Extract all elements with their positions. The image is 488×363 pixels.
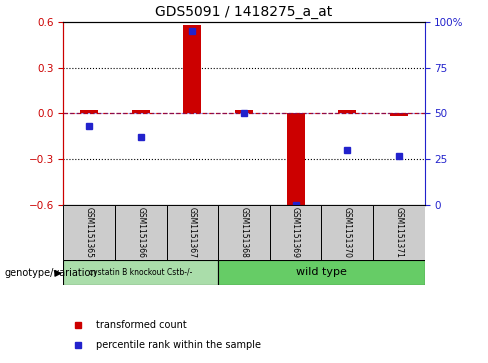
Bar xyxy=(338,110,356,113)
Text: GSM1151369: GSM1151369 xyxy=(291,207,300,258)
Text: GSM1151365: GSM1151365 xyxy=(85,207,94,258)
Bar xyxy=(63,205,115,260)
Text: transformed count: transformed count xyxy=(96,320,187,330)
Bar xyxy=(183,25,202,113)
Text: GSM1151371: GSM1151371 xyxy=(394,207,403,258)
Bar xyxy=(115,205,166,260)
Bar xyxy=(218,260,425,285)
Bar xyxy=(322,205,373,260)
Bar xyxy=(218,205,270,260)
Bar xyxy=(166,205,218,260)
Text: GSM1151370: GSM1151370 xyxy=(343,207,352,258)
Text: cystatin B knockout Cstb-/-: cystatin B knockout Cstb-/- xyxy=(89,268,192,277)
Bar xyxy=(270,205,322,260)
Bar xyxy=(80,110,98,113)
Bar xyxy=(373,205,425,260)
Text: genotype/variation: genotype/variation xyxy=(5,268,98,278)
Bar xyxy=(63,260,218,285)
Title: GDS5091 / 1418275_a_at: GDS5091 / 1418275_a_at xyxy=(155,5,333,19)
Text: percentile rank within the sample: percentile rank within the sample xyxy=(96,340,261,350)
Text: GSM1151367: GSM1151367 xyxy=(188,207,197,258)
Bar xyxy=(286,113,305,205)
Bar xyxy=(132,110,150,113)
Text: GSM1151368: GSM1151368 xyxy=(240,207,248,258)
Text: wild type: wild type xyxy=(296,267,347,277)
Bar xyxy=(235,110,253,113)
Bar xyxy=(390,113,408,117)
Text: GSM1151366: GSM1151366 xyxy=(136,207,145,258)
